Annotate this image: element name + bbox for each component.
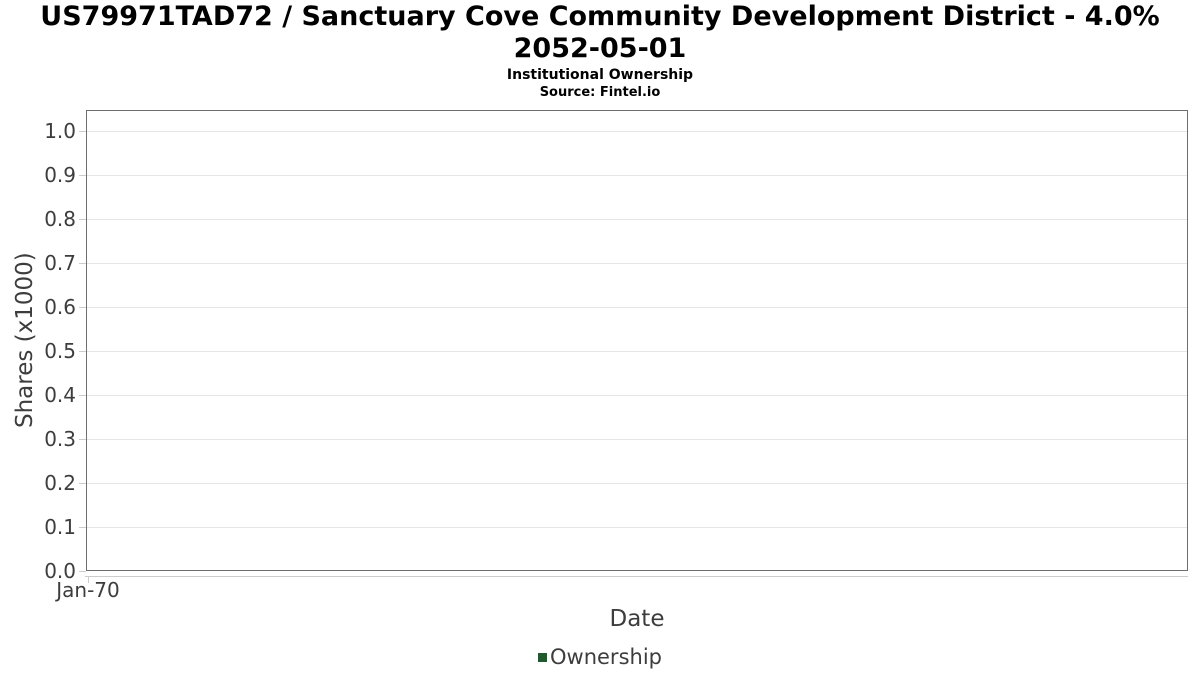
y-tick-label: 0.1	[44, 515, 76, 539]
gridline	[87, 527, 1187, 528]
y-axis-tick	[79, 395, 86, 396]
gridline	[87, 307, 1187, 308]
plot-area	[86, 110, 1188, 571]
x-axis-line	[85, 576, 1188, 577]
y-axis-tick	[79, 483, 86, 484]
y-tick-label: 0.4	[44, 383, 76, 407]
legend-label: Ownership	[550, 645, 662, 669]
y-axis-tick	[79, 571, 86, 572]
y-tick-label: 0.8	[44, 207, 76, 231]
y-axis-tick	[79, 439, 86, 440]
y-tick-label: 0.9	[44, 163, 76, 187]
x-axis-title: Date	[609, 606, 665, 632]
gridline	[87, 483, 1187, 484]
chart-title: US79971TAD72 / Sanctuary Cove Community …	[40, 1, 1160, 65]
gridline	[87, 175, 1187, 176]
y-tick-label: 0.5	[44, 339, 76, 363]
legend-item-ownership[interactable]: Ownership	[0, 645, 1200, 669]
chart-source: Source: Fintel.io	[539, 85, 661, 100]
gridline	[87, 263, 1187, 264]
gridline	[87, 395, 1187, 396]
y-axis-tick	[79, 131, 86, 132]
y-axis-tick	[79, 527, 86, 528]
x-tick-label: Jan-70	[56, 578, 120, 602]
y-axis-tick	[79, 219, 86, 220]
y-tick-label: 0.6	[44, 295, 76, 319]
y-axis-tick	[79, 175, 86, 176]
gridline	[87, 439, 1187, 440]
gridline	[87, 131, 1187, 132]
y-tick-label: 0.2	[44, 471, 76, 495]
y-tick-label: 0.0	[44, 559, 76, 583]
y-axis-tick	[79, 307, 86, 308]
x-axis-tick	[88, 577, 89, 583]
y-axis-tick	[79, 351, 86, 352]
y-axis-tick	[79, 263, 86, 264]
gridline	[87, 219, 1187, 220]
gridline	[87, 351, 1187, 352]
chart-subtitle: Institutional Ownership	[506, 67, 694, 83]
legend-marker-icon	[538, 652, 547, 662]
y-tick-label: 1.0	[44, 119, 76, 143]
y-tick-label: 0.7	[44, 251, 76, 275]
y-tick-label: 0.3	[44, 427, 76, 451]
